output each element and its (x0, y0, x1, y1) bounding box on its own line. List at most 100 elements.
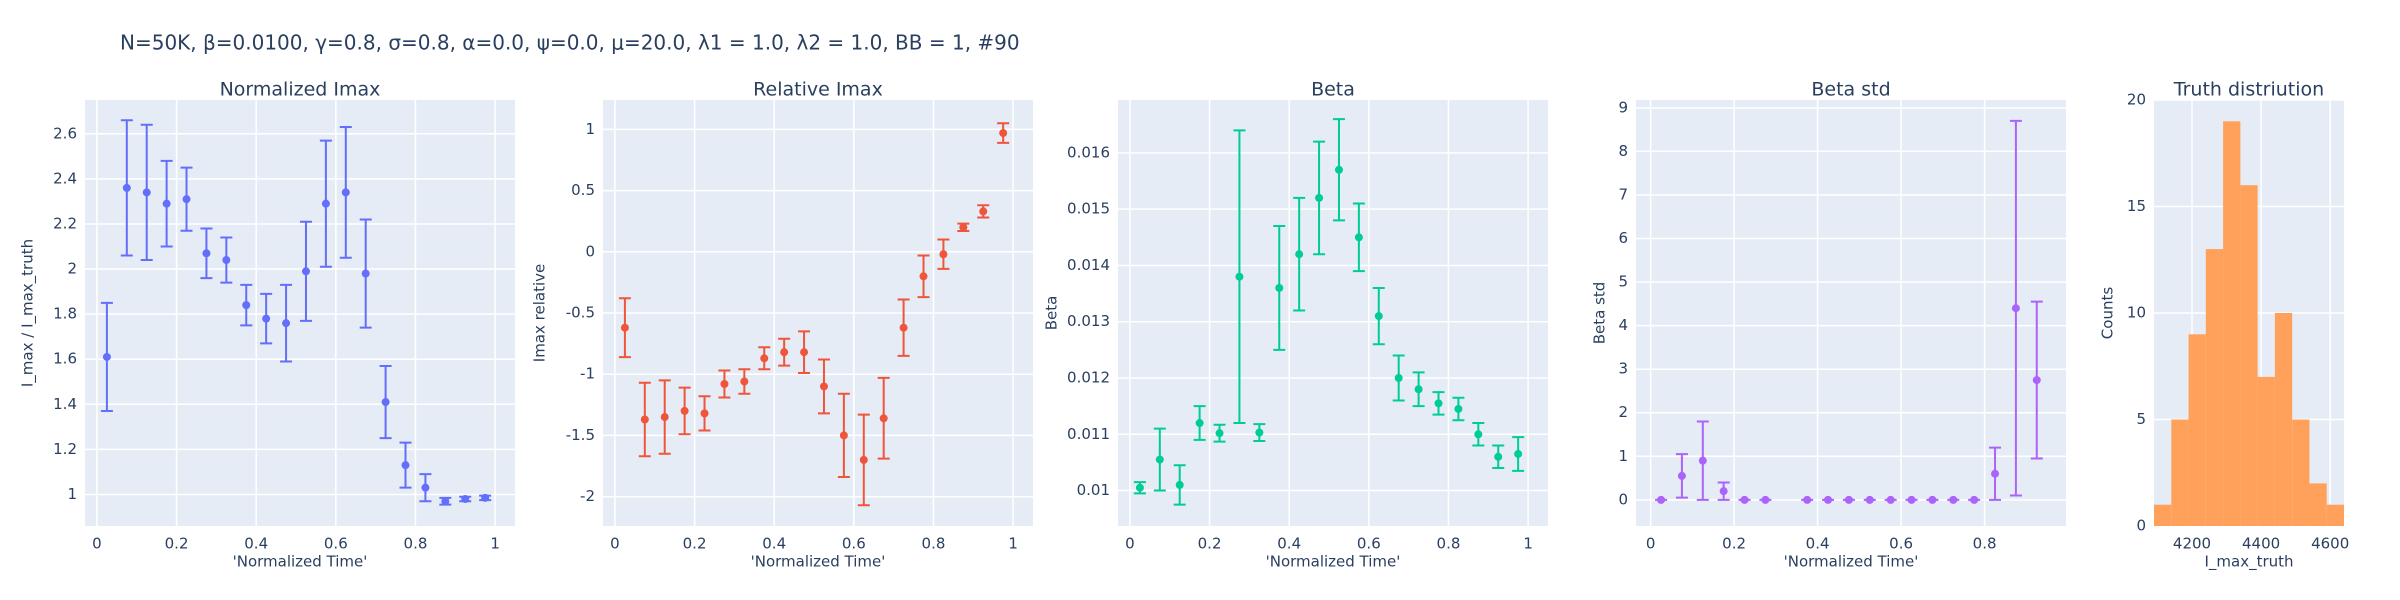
y-tick-label: 2.4 (53, 169, 77, 187)
histogram-bar (2257, 376, 2275, 526)
y-tick-label: 2 (67, 260, 77, 278)
point (780, 348, 789, 357)
histogram-bar (2171, 419, 2189, 526)
x-tick-label: 0.6 (324, 535, 348, 553)
y-tick-label: 0.01 (1077, 481, 1110, 499)
y-tick-label: 2 (1618, 403, 1628, 421)
x-tick-label: 4600 (2311, 535, 2349, 553)
x-tick-label: 0 (610, 535, 620, 553)
y-axis-label: Beta std (1591, 282, 1609, 345)
point (819, 382, 828, 391)
y-tick-label: 3 (1618, 360, 1628, 378)
x-tick-label: 0.4 (244, 535, 268, 553)
point (660, 413, 669, 422)
y-tick-label: 0.5 (571, 181, 595, 199)
histogram-bar (2274, 313, 2293, 526)
point (1374, 312, 1383, 321)
x-tick-label: 1 (1523, 535, 1533, 553)
histogram-bar (2188, 334, 2206, 526)
point (242, 301, 251, 310)
point (1275, 283, 1284, 292)
y-tick-label: 2.2 (53, 214, 77, 232)
plot-area (1118, 100, 1548, 526)
point (102, 352, 111, 361)
point (1886, 495, 1895, 504)
point (1761, 495, 1770, 504)
point (620, 323, 629, 332)
y-tick-label: 0.016 (1067, 143, 1110, 161)
point (1235, 272, 1244, 281)
point (481, 493, 490, 502)
x-tick-label: 0 (1646, 535, 1656, 553)
point (999, 129, 1008, 138)
subplot-title: Normalized Imax (220, 79, 381, 101)
point (919, 272, 928, 281)
point (2011, 304, 2020, 313)
x-axis-label: I_max_truth (2204, 553, 2293, 572)
y-tick-label: 1 (1618, 447, 1628, 465)
x-tick-label: 0.4 (1806, 535, 1830, 553)
point (760, 354, 769, 363)
subplot-title: Truth distriution (2173, 79, 2324, 101)
x-axis-label: 'Normalized Time' (751, 553, 886, 571)
y-tick-label: 1 (585, 120, 595, 138)
point (1215, 429, 1224, 438)
point (1677, 471, 1686, 480)
point (1740, 495, 1749, 504)
x-tick-label: 4200 (2173, 535, 2211, 553)
y-tick-label: 0 (1618, 490, 1628, 508)
point (142, 188, 151, 197)
point (859, 455, 868, 464)
y-tick-label: 5 (2136, 410, 2146, 428)
point (1295, 250, 1304, 259)
y-axis-label: Imax relative (531, 264, 549, 362)
point (1657, 495, 1666, 504)
point (959, 223, 968, 232)
point (1844, 495, 1853, 504)
point (162, 199, 171, 208)
subplot-title: Beta (1311, 79, 1355, 101)
x-tick-label: 0.2 (1722, 535, 1746, 553)
point (222, 256, 231, 265)
point (879, 414, 888, 423)
point (1907, 495, 1916, 504)
point (1155, 455, 1164, 464)
point (640, 415, 649, 424)
point (122, 183, 131, 192)
point (839, 431, 848, 440)
point (262, 314, 271, 323)
y-tick-label: 20 (2127, 91, 2146, 109)
y-tick-label: -0.5 (566, 304, 595, 322)
point (1135, 483, 1144, 492)
point (740, 377, 749, 386)
y-tick-label: 1.2 (53, 440, 77, 458)
point (321, 199, 330, 208)
x-axis-label: 'Normalized Time' (1784, 553, 1919, 571)
figure-title: N=50K, β=0.0100, γ=0.8, σ=0.8, α=0.0, ψ=… (120, 31, 1020, 55)
point (2032, 376, 2041, 385)
point (939, 250, 948, 259)
y-tick-label: 0.014 (1067, 256, 1110, 274)
y-tick-label: -2 (580, 487, 595, 505)
x-tick-label: 0.8 (922, 535, 946, 553)
x-tick-label: 0.8 (404, 535, 428, 553)
point (1315, 193, 1324, 202)
histogram-bar (2292, 419, 2310, 526)
point (1175, 480, 1184, 489)
histogram-bar (2326, 504, 2344, 526)
histogram-bar (2240, 185, 2258, 526)
subplot-title: Beta std (1811, 79, 1890, 101)
point (1970, 495, 1979, 504)
y-tick-label: 4 (1618, 316, 1628, 334)
y-tick-label: 1.8 (53, 305, 77, 323)
point (1334, 165, 1343, 174)
x-tick-label: 0.8 (1437, 535, 1461, 553)
point (1354, 233, 1363, 242)
point (421, 483, 430, 492)
x-axis-label: 'Normalized Time' (1266, 553, 1401, 571)
point (381, 398, 390, 407)
x-tick-label: 0.2 (165, 535, 189, 553)
point (1514, 449, 1523, 458)
x-tick-label: 1 (1008, 535, 1018, 553)
histogram-bar (2205, 249, 2224, 526)
